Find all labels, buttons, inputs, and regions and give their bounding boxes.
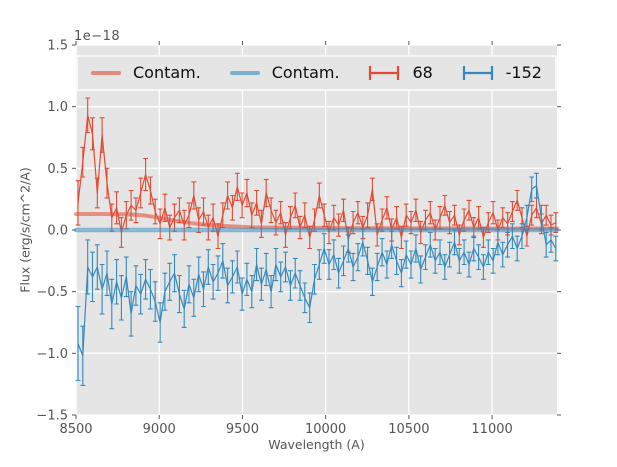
legend-label-68: 68 — [412, 63, 433, 82]
legend: Contam. Contam. 68 -152 — [76, 55, 557, 91]
x-tick-label: 10500 — [388, 422, 429, 437]
blue-errorbar-icon — [462, 66, 493, 80]
y-tick-label: −1.0 — [36, 347, 68, 362]
y-tick-label: 0.0 — [47, 224, 68, 239]
y-tick-label: 0.5 — [47, 162, 68, 177]
legend-item-minus-152: -152 — [462, 64, 542, 82]
y-axis-label: Flux (erg/s/cm^2/A) — [17, 167, 33, 293]
legend-item-contam-red: Contam. — [91, 65, 201, 81]
legend-label-contam-blue: Contam. — [271, 63, 340, 82]
blue-contam-line-icon — [229, 71, 260, 75]
y-tick-label: −0.5 — [36, 285, 68, 300]
tick-marks — [72, 41, 561, 419]
y-tick-label: 1.5 — [47, 39, 68, 54]
x-tick-label: 9000 — [143, 422, 176, 437]
series--152 — [75, 172, 559, 386]
y-tick-label: −1.5 — [36, 409, 68, 424]
red-contam-line-icon — [91, 71, 121, 75]
x-tick-label: 8500 — [59, 422, 92, 437]
legend-label-contam-red: Contam. — [133, 63, 201, 82]
x-tick-label: 9500 — [226, 422, 259, 437]
y-tick-label: 1.0 — [47, 100, 68, 115]
y-axis-offset-text: 1e−18 — [74, 29, 121, 44]
tick-labels: 8500 9000 9500 10000 10500 11000 −1.5 −1.0 −0.5 0… — [36, 39, 512, 438]
x-tick-label: 10000 — [305, 422, 346, 437]
x-axis-label: Wavelength (A) — [268, 437, 365, 452]
red-errorbar-icon — [369, 66, 400, 80]
x-tick-label: 11000 — [471, 422, 512, 437]
legend-item-68: 68 — [368, 63, 433, 82]
legend-item-contam-blue: Contam. — [229, 63, 340, 82]
legend-label-minus-152: -152 — [505, 63, 542, 82]
